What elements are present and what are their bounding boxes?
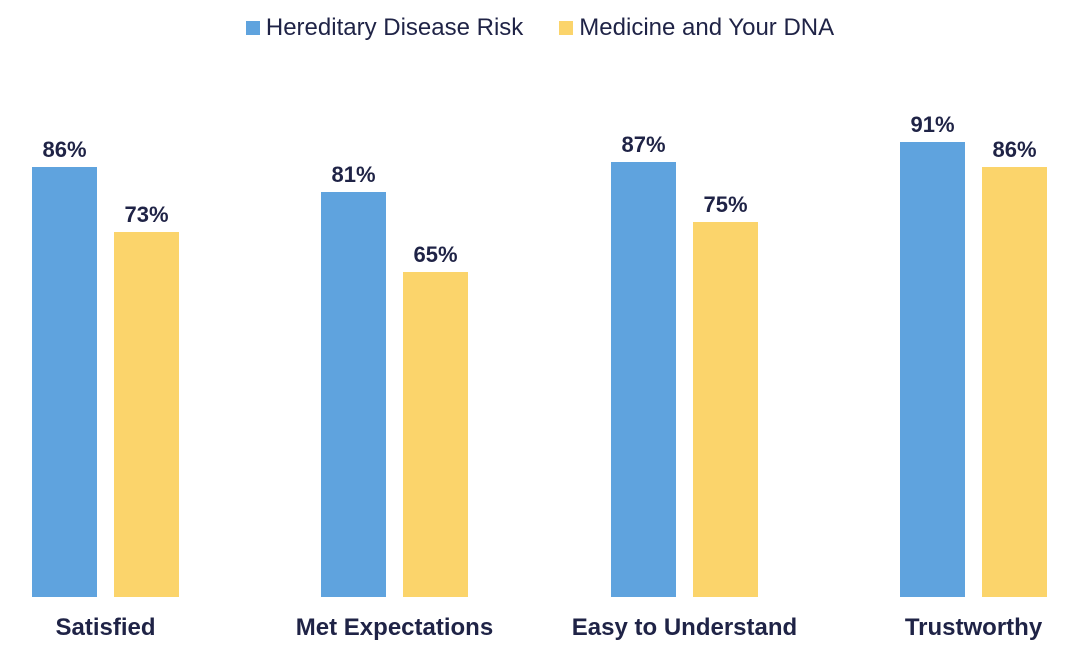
bar-met-expectations-series-1 xyxy=(321,192,386,597)
bar-easy-to-understand-series-1 xyxy=(611,162,676,597)
bar-satisfied-series-2 xyxy=(114,232,179,597)
value-label: 91% xyxy=(910,112,954,137)
legend-label-series-1: Hereditary Disease Risk xyxy=(265,14,524,41)
chart-legend: Hereditary Disease Risk Medicine and You… xyxy=(0,14,1080,42)
value-label: 86% xyxy=(992,137,1036,162)
value-label: 65% xyxy=(413,242,457,267)
legend-item-series-2: Medicine and Your DNA xyxy=(559,14,834,42)
bar-met-expectations-series-2 xyxy=(403,272,468,597)
value-label: 86% xyxy=(42,137,86,162)
category-label: Easy to Understand xyxy=(572,614,797,641)
category-label: Trustworthy xyxy=(905,614,1043,641)
bar-satisfied-series-1 xyxy=(32,167,97,597)
legend-label-series-2: Medicine and Your DNA xyxy=(579,14,835,41)
bar-trustworthy-series-2 xyxy=(982,167,1047,597)
bar-easy-to-understand-series-2 xyxy=(693,222,758,597)
legend-item-series-1: Hereditary Disease Risk xyxy=(245,14,524,42)
category-label: Met Expectations xyxy=(296,614,493,641)
legend-swatch-series-2 xyxy=(559,21,574,35)
value-label: 75% xyxy=(703,192,747,217)
value-label: 73% xyxy=(124,202,168,227)
value-label: 81% xyxy=(331,162,375,187)
legend-swatch-series-1 xyxy=(245,21,260,35)
bar-trustworthy-series-1 xyxy=(900,142,965,597)
category-label: Satisfied xyxy=(55,614,155,641)
value-label: 87% xyxy=(621,132,665,157)
